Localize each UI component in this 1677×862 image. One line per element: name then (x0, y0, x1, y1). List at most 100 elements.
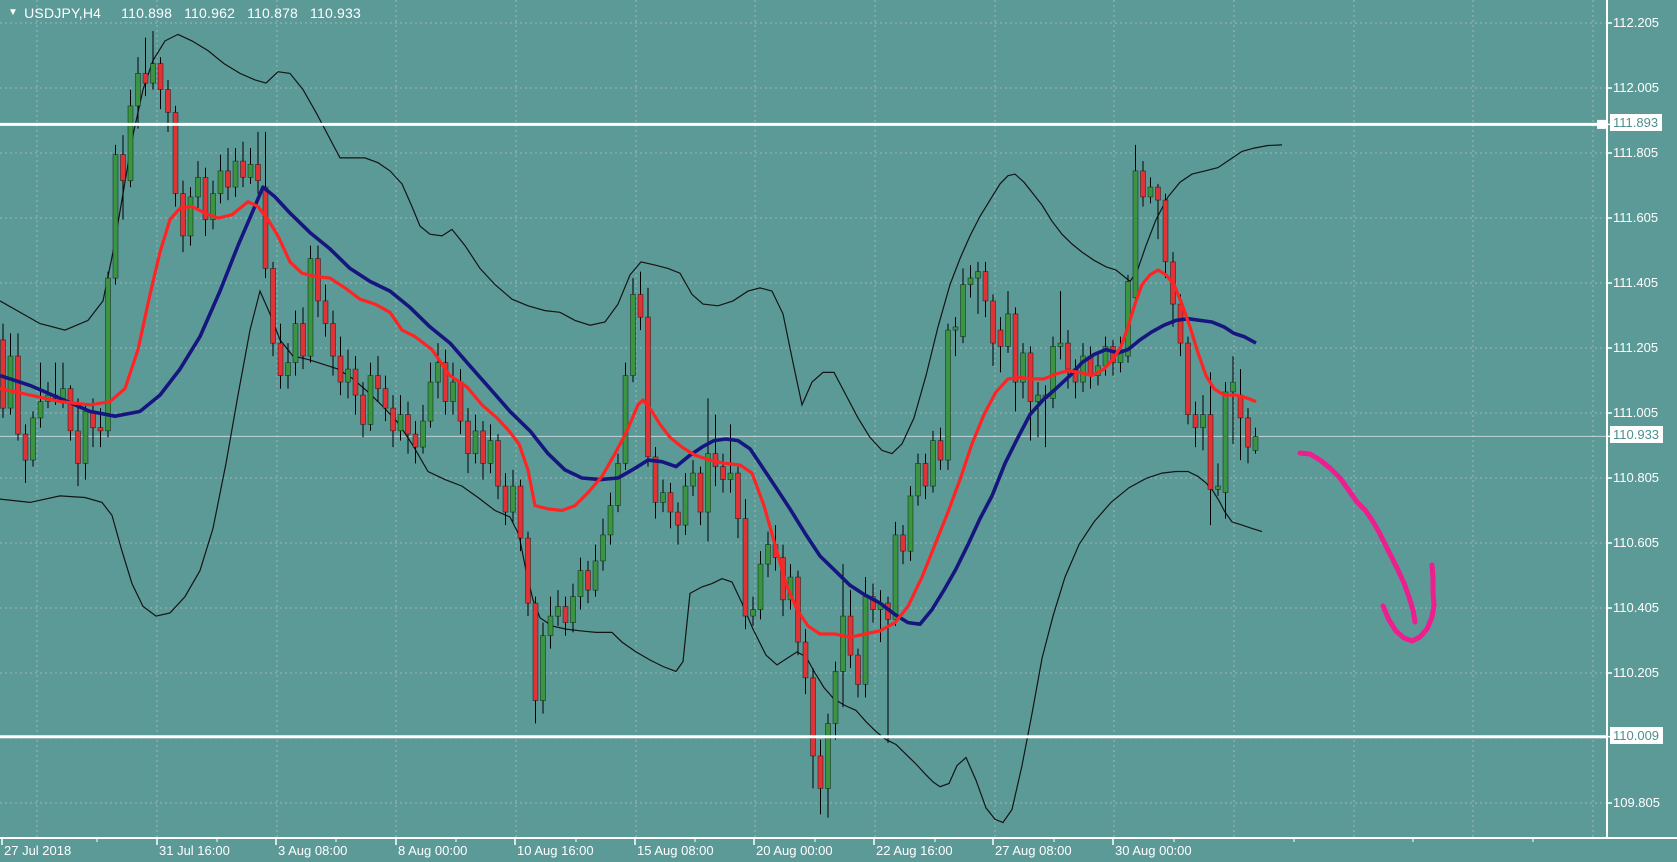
candle (322, 300, 329, 324)
price-axis-label: 110.205 (1613, 665, 1660, 680)
candle (307, 258, 314, 357)
candle (502, 485, 509, 513)
candle (727, 472, 734, 480)
candle (210, 193, 216, 220)
candle (7, 355, 14, 409)
candle (622, 375, 629, 464)
candle (937, 440, 944, 461)
candle (1035, 394, 1041, 402)
price-axis-label: 110.605 (1613, 535, 1660, 550)
price-axis-label: 111.805 (1613, 145, 1659, 160)
candle (1065, 342, 1071, 370)
candle (510, 485, 516, 513)
candle (285, 362, 291, 376)
candle (397, 414, 404, 432)
candle (952, 326, 959, 331)
candle (142, 73, 149, 84)
quote-low: 110.878 (247, 5, 299, 21)
candle (592, 560, 599, 591)
price-axis-label: 112.205 (1613, 15, 1660, 30)
time-axis-label: 27 Aug 08:00 (995, 843, 1072, 858)
candle (840, 615, 846, 672)
candle (1200, 414, 1206, 428)
candle (82, 411, 89, 464)
candle (60, 388, 66, 399)
price-axis-label-highlighted: 111.893 (1610, 114, 1663, 132)
price-axis-label: 110.805 (1613, 470, 1660, 485)
time-axis-label: 10 Aug 16:00 (517, 843, 594, 858)
candle (1162, 199, 1169, 263)
candle (112, 154, 119, 279)
candle (450, 381, 456, 402)
candle (157, 63, 164, 90)
candle (105, 277, 111, 432)
candle (480, 430, 486, 464)
candle (1132, 170, 1139, 299)
candle (652, 456, 659, 503)
candle (1245, 417, 1251, 448)
candle (1080, 355, 1086, 383)
bollinger-lower-band (0, 289, 1263, 824)
candle (67, 388, 74, 432)
candle (457, 381, 464, 422)
candle (742, 518, 749, 617)
candle (682, 485, 689, 526)
candle (945, 329, 951, 461)
candle (472, 430, 479, 455)
candle (225, 170, 231, 188)
candle (1237, 394, 1244, 419)
drawn-arrow-annotation[interactable] (1297, 450, 1437, 644)
candle (435, 362, 441, 383)
candle (630, 294, 636, 377)
time-axis-label: 22 Aug 16:00 (876, 843, 953, 858)
candle (870, 596, 876, 610)
candle (615, 463, 621, 506)
candle (420, 420, 426, 448)
candle (75, 430, 81, 464)
symbol-dropdown-icon[interactable]: ▼ (8, 7, 19, 18)
symbol-timeframe: USDJPY,H4 (24, 5, 102, 21)
candle (292, 323, 299, 363)
candle (1050, 346, 1056, 399)
candle (232, 160, 239, 188)
candle (1207, 414, 1214, 490)
candle (600, 534, 606, 562)
candle (517, 485, 524, 539)
candle (802, 641, 809, 679)
candle (1222, 391, 1229, 493)
candle (1252, 436, 1259, 451)
candle (127, 105, 134, 182)
candle (277, 342, 284, 376)
horizontal-level-lines[interactable] (0, 119, 1607, 739)
candle (270, 268, 276, 344)
candle (135, 73, 141, 107)
candle (120, 154, 126, 181)
candle (495, 440, 501, 487)
candle (360, 394, 366, 425)
candle (405, 414, 411, 435)
bollinger-upper-band (0, 33, 1283, 455)
candle (585, 570, 591, 591)
candle (547, 615, 554, 636)
candle (555, 606, 561, 617)
candle (1215, 485, 1221, 490)
candle (382, 388, 389, 409)
candle (697, 472, 704, 513)
candle (765, 544, 771, 565)
candle (315, 258, 321, 302)
candle (960, 284, 966, 337)
candle (832, 671, 839, 724)
candle (690, 472, 696, 487)
level-line-handle (1597, 119, 1606, 129)
time-axis-label: 30 Aug 00:00 (1115, 843, 1192, 858)
time-axis-label: 20 Aug 00:00 (756, 843, 833, 858)
candle (1140, 170, 1146, 198)
candle (705, 453, 711, 513)
candle (667, 492, 674, 513)
price-axis-label: 111.205 (1613, 340, 1659, 355)
candle (330, 323, 336, 357)
price-axis-label: 111.605 (1613, 210, 1659, 225)
candle (487, 440, 494, 464)
candle (757, 563, 764, 610)
